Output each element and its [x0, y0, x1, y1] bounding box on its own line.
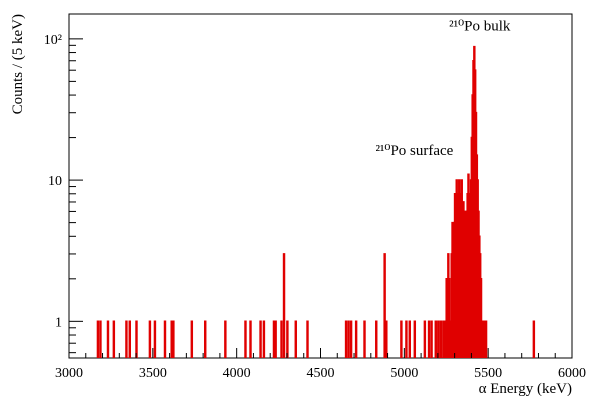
x-tick-label: 5500 [474, 366, 502, 381]
histogram-bin [400, 320, 403, 358]
annotations: ²¹⁰Po surface ²¹⁰Po bulk [375, 18, 510, 159]
histogram-bin [306, 320, 309, 358]
histogram-bin [148, 320, 152, 358]
histogram-bin [153, 320, 157, 358]
peak-annotation: ²¹⁰Po surface [375, 143, 453, 159]
y-axis-ticks: 1 10 10² [44, 33, 83, 354]
histogram-bins [96, 45, 536, 358]
histogram-bin [405, 320, 408, 358]
histogram-bin [282, 253, 286, 358]
histogram-bin [249, 320, 252, 358]
x-axis-label: α Energy (keV) [479, 381, 572, 396]
histogram-bin [427, 320, 431, 358]
histogram-bin [447, 278, 451, 358]
histogram-bin [437, 320, 440, 358]
histogram-bin [172, 320, 175, 358]
histogram-bin [375, 320, 378, 358]
histogram-bin [430, 320, 433, 358]
peak-annotation: ²¹⁰Po bulk [449, 18, 511, 34]
x-tick-label: 6000 [558, 366, 586, 381]
histogram-bin [224, 320, 227, 358]
histogram-bin [204, 320, 207, 358]
histogram-bin [443, 320, 447, 358]
y-tick-label: 1 [55, 315, 62, 330]
y-tick-label: 10 [48, 174, 62, 189]
histogram-bin [383, 253, 386, 358]
histogram-bin [354, 320, 358, 358]
x-tick-label: 3000 [55, 366, 83, 381]
histogram-bin [170, 320, 173, 358]
histogram-bin [128, 320, 131, 358]
x-axis-ticks: 3000 3500 4000 4500 5000 5500 6000 [55, 348, 586, 381]
x-tick-label: 4000 [223, 366, 251, 381]
y-tick-label: 10² [44, 33, 62, 48]
histogram-bin [408, 320, 411, 358]
histogram-bin [344, 320, 348, 358]
histogram-bin [294, 320, 297, 358]
histogram-bin [96, 320, 100, 358]
histogram-bin [163, 320, 167, 358]
histogram-bin [106, 320, 110, 358]
histogram-bin [125, 320, 128, 358]
plot-frame [68, 13, 573, 359]
histogram-bin [363, 320, 366, 358]
histogram-bin [445, 278, 448, 358]
histogram-bin [262, 320, 266, 358]
histogram-bin [347, 320, 350, 358]
histogram-bin [244, 320, 247, 358]
x-tick-label: 5000 [390, 366, 418, 381]
histogram-bin [190, 320, 194, 358]
histogram-bin [135, 320, 138, 358]
histogram-bin [349, 320, 353, 358]
histogram-bin [479, 278, 483, 358]
histogram-bin [439, 320, 443, 358]
histogram-bin [385, 320, 388, 358]
histogram-bin [272, 320, 276, 358]
histogram-bin [434, 320, 437, 358]
histogram-bin [423, 320, 427, 358]
x-tick-label: 4500 [307, 366, 335, 381]
histogram-bin [413, 320, 417, 358]
histogram-bin [280, 320, 283, 358]
histogram-bin [286, 320, 289, 358]
x-tick-label: 3500 [139, 366, 167, 381]
histogram-bin [484, 320, 488, 358]
histogram-bin [99, 320, 102, 358]
histogram-bin [259, 320, 262, 358]
y-axis-label: Counts / (5 keV) [10, 14, 26, 114]
histogram-bin [274, 320, 277, 358]
histogram-bin [532, 320, 536, 358]
histogram-bin [112, 320, 116, 358]
histogram-bin [442, 320, 445, 358]
